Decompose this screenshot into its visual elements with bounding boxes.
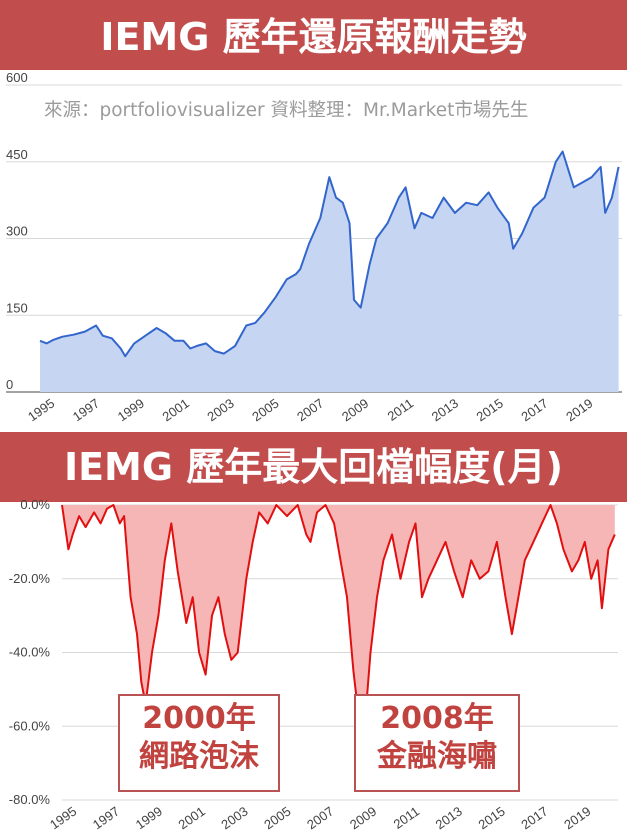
series-area-fill [40, 151, 619, 392]
drawdown-chart-title: IEMG 歷年最大回檔幅度(月) [0, 432, 627, 502]
x-tick-label: 2011 [385, 395, 417, 423]
series-area-fill [62, 505, 615, 734]
y-tick-label: 0 [6, 377, 13, 392]
data-source-note: 來源：portfoliovisualizer 資料整理：Mr.Market市場先… [44, 100, 529, 121]
series-line [39, 150, 620, 358]
y-tick-label: 450 [6, 147, 28, 162]
x-tick-label: 2019 [561, 803, 593, 832]
y-tick-label: -60.0% [9, 718, 51, 733]
x-tick-label: 2011 [391, 803, 423, 831]
x-tick-label: 1997 [70, 395, 102, 424]
x-tick-label: 1995 [47, 803, 79, 832]
x-tick-label: 2013 [429, 395, 461, 424]
x-tick-label: 2015 [476, 803, 508, 832]
x-tick-label: 2003 [218, 803, 250, 832]
x-tick-label: 2017 [518, 803, 550, 832]
x-tick-label: 2013 [433, 803, 465, 832]
annotation-dotcom-bubble: 2000年 網路泡沫 [118, 694, 280, 792]
annotation-financial-crisis: 2008年 金融海嘯 [354, 694, 520, 792]
x-tick-label: 1999 [115, 395, 147, 424]
y-tick-label: -80.0% [9, 792, 51, 807]
y-tick-label: 0.0% [20, 497, 50, 512]
y-tick-label: -40.0% [9, 645, 51, 660]
y-tick-label: 150 [6, 300, 28, 315]
series-line [61, 504, 616, 735]
x-tick-label: 1995 [25, 395, 57, 424]
x-tick-label: 1999 [133, 803, 165, 832]
annotation-dotcom-label: 網路泡沫 [139, 739, 259, 774]
y-tick-label: 600 [6, 70, 28, 85]
returns-chart-title: IEMG 歷年還原報酬走勢 [0, 0, 627, 70]
x-tick-label: 2003 [204, 395, 236, 424]
x-tick-label: 2001 [160, 395, 192, 424]
x-tick-label: 2001 [176, 803, 208, 832]
x-tick-label: 2005 [249, 395, 281, 424]
x-tick-label: 2005 [261, 803, 293, 832]
y-tick-label: -20.0% [9, 571, 51, 586]
x-tick-label: 2019 [563, 395, 595, 424]
annotation-dotcom-year: 2000年 [142, 701, 256, 736]
annotation-crisis-label: 金融海嘯 [377, 739, 497, 774]
x-tick-label: 2009 [339, 395, 371, 424]
x-tick-label: 2007 [294, 395, 326, 424]
x-tick-label: 2015 [474, 395, 506, 424]
y-tick-label: 300 [6, 224, 28, 239]
x-tick-label: 2009 [347, 803, 379, 832]
annotation-crisis-year: 2008年 [380, 701, 494, 736]
x-tick-label: 2017 [518, 395, 550, 424]
x-tick-label: 2007 [304, 803, 336, 832]
x-tick-label: 1997 [90, 803, 122, 832]
